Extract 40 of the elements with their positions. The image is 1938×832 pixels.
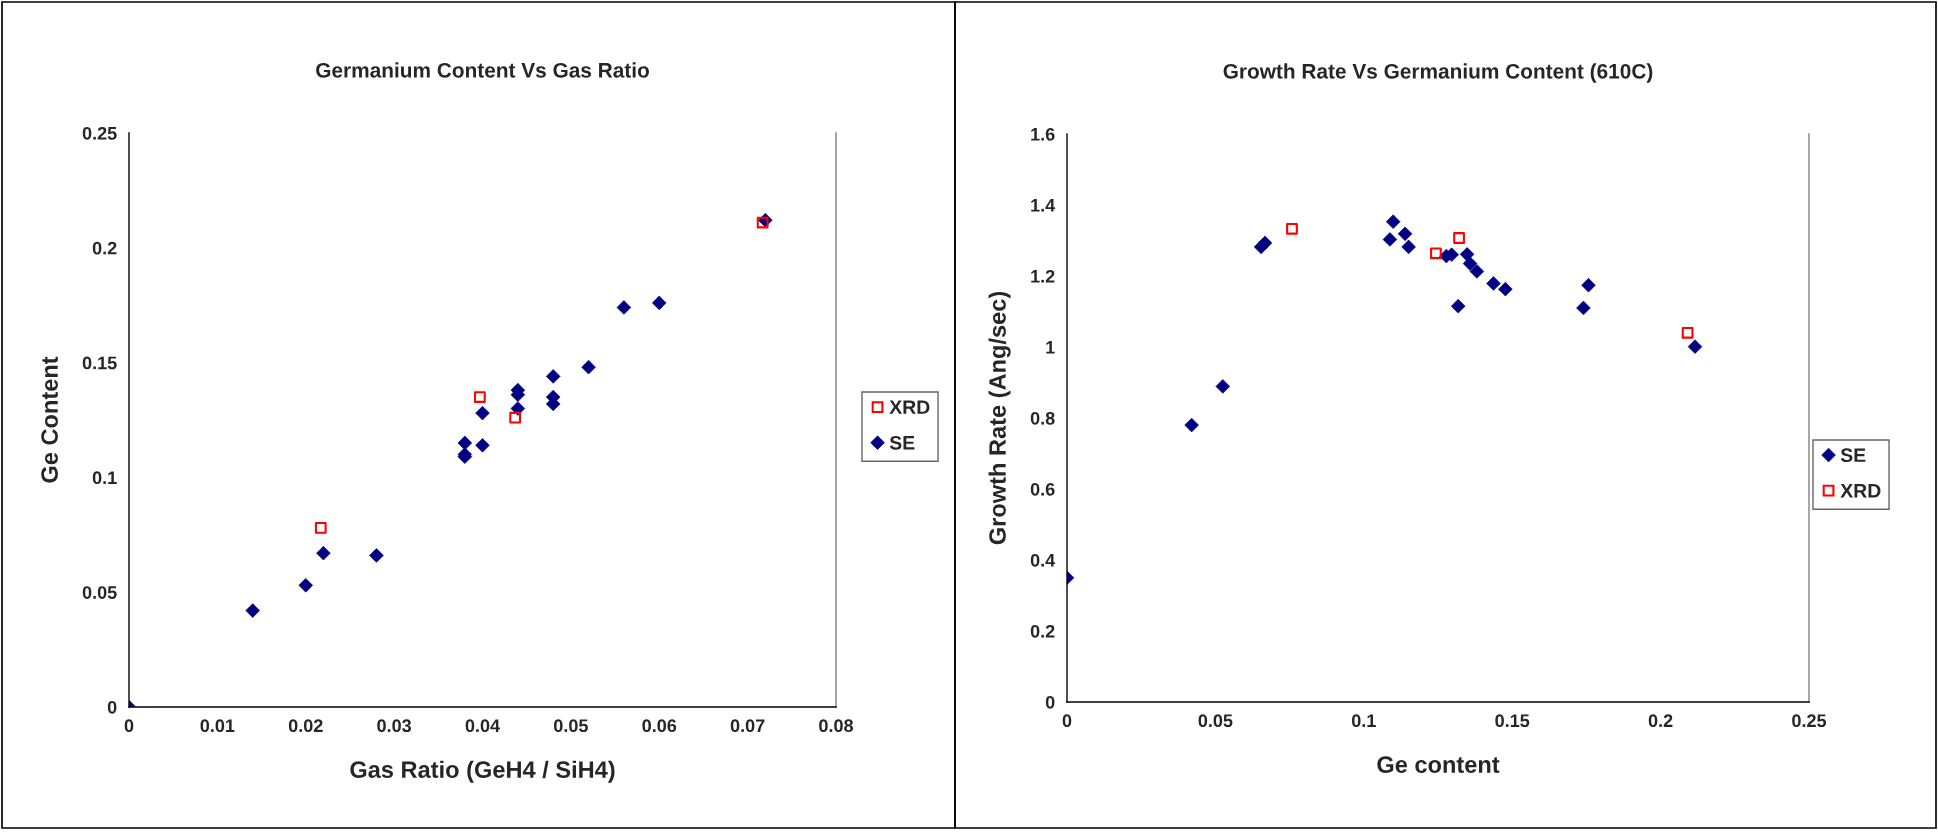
x-tick-label: 0.08 [819,719,854,733]
y-tick-label: 0.8 [1030,411,1055,425]
y-tick-label: 0.25 [82,126,117,140]
y-tick-label: 0.4 [1030,553,1056,567]
y-tick-label: 0.6 [1030,482,1055,496]
y-tick-label: 1 [1046,341,1055,354]
x-tick-label: 0.03 [377,719,412,733]
legend-label: SE [889,435,915,450]
x-axis-title: Ge content [1377,756,1500,773]
y-tick-label: 0.1 [92,471,117,485]
chart-title: Growth Rate Vs Germanium Content (610C) [1223,63,1653,83]
x-tick-label: 0.06 [642,719,677,733]
legend-label: XRD [889,400,930,414]
x-tick-label: 0.05 [1198,714,1233,728]
y-axis-title: Growth Rate (Ang/sec) [988,291,1011,545]
y-tick-label: 1.6 [1031,127,1055,141]
x-tick-label: 0.01 [200,719,235,733]
x-tick-label: 0.2 [1648,714,1673,728]
x-tick-label: 0.07 [730,719,765,733]
y-tick-label: 0.2 [92,241,117,255]
x-tick-label: 0.02 [288,719,323,733]
y-tick-label: 0.15 [82,356,117,370]
y-tick-label: 0 [1045,695,1055,709]
x-tick-label: 0 [124,719,134,733]
x-tick-label: 0 [1062,714,1072,728]
y-tick-label: 0.2 [1030,624,1055,638]
y-tick-label: 1.2 [1031,269,1055,283]
legend-label: SE [1840,448,1866,463]
y-tick-label: 1.4 [1031,199,1056,212]
x-tick-label: 0.1 [1351,714,1376,728]
x-tick-label: 0.15 [1495,714,1530,728]
y-tick-label: 0 [107,700,117,714]
legend-label: XRD [1840,484,1881,498]
x-tick-label: 0.05 [554,719,588,733]
x-axis-title: Gas Ratio (GeH4 / SiH4) [350,760,615,783]
y-tick-label: 0.05 [82,586,117,599]
x-tick-label: 0.25 [1792,714,1827,728]
y-axis-title: Ge Content [41,356,58,483]
x-tick-label: 0.04 [465,719,500,733]
chart-title: Germanium Content Vs Gas Ratio [316,62,649,78]
